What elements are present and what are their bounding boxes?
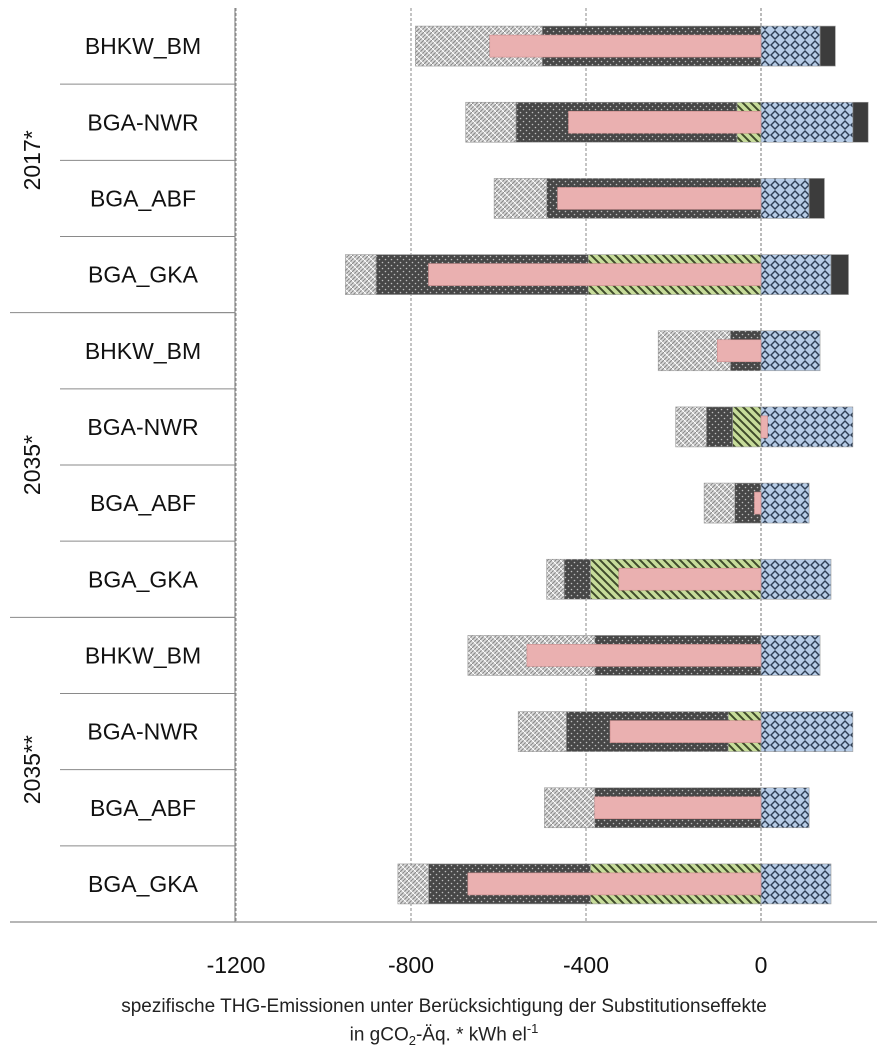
bar-segment-s1: [546, 558, 565, 600]
net-bar: [716, 339, 762, 363]
bar-segment-s1: [493, 178, 547, 219]
bars: [345, 25, 869, 905]
net-bar: [557, 187, 762, 210]
category-label: BGA_ABF: [90, 795, 196, 821]
bar-segment-s1: [345, 254, 377, 295]
bar-segment-s4: [760, 558, 832, 600]
grid: [235, 8, 762, 922]
bar-segment-s4: [760, 254, 832, 295]
x-axis-label-line1: spezifische THG-Emissionen unter Berücks…: [121, 996, 767, 1017]
bar-segment-s1: [465, 101, 517, 143]
net-bar: [594, 796, 762, 820]
net-bar: [489, 34, 762, 58]
x-axis-label-line2: in gCO2-Äq. * kWh el-1: [0, 1021, 888, 1048]
bar-segment-s1: [703, 482, 736, 524]
net-bar: [428, 263, 762, 286]
category-label: BGA_GKA: [88, 566, 199, 592]
net-bar: [609, 720, 762, 743]
bar-segment-s4: [760, 482, 810, 524]
bar-segment-s1: [397, 863, 429, 905]
category-label: BHKW_BM: [85, 338, 201, 364]
category-label: BGA_GKA: [88, 871, 199, 897]
bar-segment-s4: [760, 178, 810, 219]
bar-segment-s2: [706, 406, 733, 448]
bar-segment-s5: [830, 254, 849, 295]
x-axis-label-sup: -1: [526, 1021, 539, 1036]
bar-segment-s5: [808, 178, 825, 219]
bar-segment-s4: [760, 25, 821, 67]
group-label: 2035*: [19, 435, 45, 495]
bar-segment-s4: [760, 711, 854, 752]
category-label: BHKW_BM: [85, 642, 201, 668]
net-bar: [568, 110, 762, 134]
bar-segment-s5: [819, 25, 836, 67]
net-bar: [754, 491, 762, 515]
category-label: BGA-NWR: [87, 414, 198, 440]
bar-segment-s3: [732, 406, 762, 448]
net-bar: [618, 567, 762, 591]
category-label: BGA-NWR: [87, 109, 198, 135]
category-label: BGA_ABF: [90, 490, 196, 516]
bar-segment-s4: [760, 863, 832, 905]
x-tick-label: 0: [755, 952, 768, 978]
group-label: 2035**: [19, 735, 45, 804]
x-axis-label-sub: 2: [408, 1033, 416, 1048]
net-bar: [526, 644, 762, 667]
bar-segment-s1: [675, 406, 707, 448]
x-axis-label-mid: -Äq. * kWh el: [415, 1024, 527, 1046]
category-label: BHKW_BM: [85, 33, 201, 59]
net-bar: [467, 872, 762, 896]
x-tick-label: -800: [388, 952, 434, 978]
x-axis-label-prefix: in gCO: [349, 1024, 409, 1046]
x-ticks: -1200 -800 -400 0: [207, 952, 768, 978]
bar-segment-s1: [517, 711, 567, 752]
bar-segment-s5: [852, 101, 869, 143]
bar-segment-s1: [544, 787, 596, 829]
category-label: BGA_ABF: [90, 185, 196, 211]
net-bar: [760, 415, 768, 439]
x-tick-label: -1200: [207, 952, 266, 978]
bar-segment-s2: [563, 558, 591, 600]
bar-segment-s4: [760, 330, 821, 372]
labels: BHKW_BM BGA-NWR BGA_ABF BGA_GKA BHKW_BM BGA-N…: [10, 33, 235, 923]
category-label: BGA_GKA: [88, 262, 199, 288]
x-tick-label: -400: [563, 952, 609, 978]
group-label: 2017*: [19, 130, 45, 190]
category-label: BGA-NWR: [87, 719, 198, 745]
bar-segment-s4: [760, 406, 854, 448]
bar-segment-s4: [760, 787, 810, 829]
bar-segment-s4: [760, 635, 821, 676]
bar-segment-s4: [760, 101, 854, 143]
